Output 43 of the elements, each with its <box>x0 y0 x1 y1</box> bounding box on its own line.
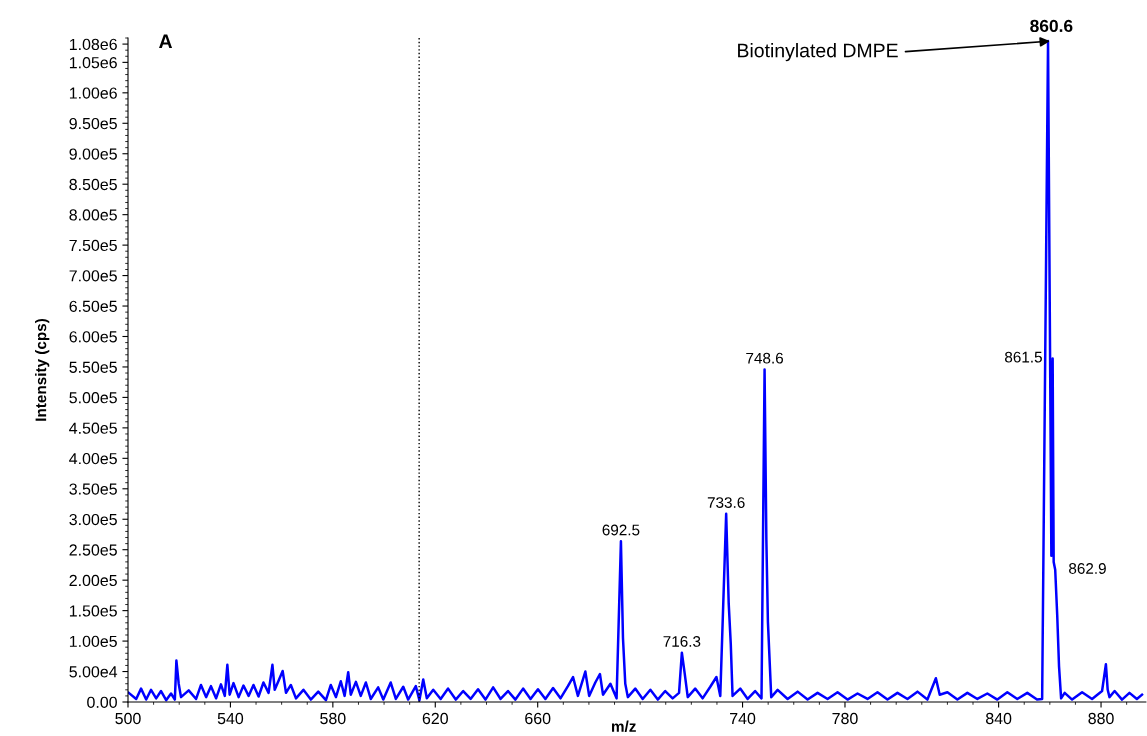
y-tick-label: 5.50e5 <box>69 361 117 373</box>
y-tick-label: 5.00e5 <box>69 392 117 404</box>
y-tick-label: 1.00e5 <box>69 635 117 648</box>
y-tick-label: 8.50e5 <box>69 178 117 191</box>
y-tick-label: 3.00e5 <box>69 513 117 526</box>
y-tick-label: 9.50e5 <box>69 117 117 130</box>
annotation: 716.3 <box>663 636 701 647</box>
y-tick-label: 2.50e5 <box>69 544 117 556</box>
y-tick-label: 7.00e5 <box>69 270 117 282</box>
y-tick-label: 1.50e5 <box>69 605 117 617</box>
annotation: 748.6 <box>746 352 784 364</box>
y-tick-label: 3.50e5 <box>69 483 117 495</box>
annotation: 692.5 <box>602 524 640 536</box>
x-tick-label: 620 <box>422 712 448 725</box>
annotation: 733.6 <box>707 497 745 508</box>
y-tick-label: 4.00e5 <box>69 452 117 465</box>
y-axis-title: Intensity (cps) <box>35 318 50 421</box>
y-tick-label: 5.00e4 <box>69 666 118 678</box>
annotation: 861.5 <box>1004 351 1042 363</box>
x-tick-label: 540 <box>217 712 244 725</box>
y-tick-label: 1.05e6 <box>69 57 117 69</box>
y-tick-label: 1.08e6 <box>69 38 117 51</box>
annotation: 860.6 <box>1030 19 1073 33</box>
x-tick-label: 500 <box>115 712 141 725</box>
y-tick-label: 8.00e5 <box>69 209 117 221</box>
x-tick-label: 660 <box>525 712 551 725</box>
annotation: Biotinylated DMPE <box>738 43 898 62</box>
chart-title: A <box>159 34 173 48</box>
x-tick-label: 580 <box>320 712 346 725</box>
y-tick-label: 6.50e5 <box>69 300 117 312</box>
x-tick-label: 780 <box>832 712 858 725</box>
x-tick-label: 880 <box>1088 712 1114 725</box>
y-tick-label: 9.00e5 <box>69 148 117 160</box>
y-tick-label: 6.00e5 <box>69 331 117 343</box>
y-tick-label: 7.50e5 <box>69 239 117 252</box>
y-tick-label: 1.00e6 <box>69 87 117 99</box>
x-tick-label: 840 <box>985 712 1012 725</box>
y-tick-label: 4.50e5 <box>69 422 117 434</box>
x-axis-title: m/z <box>611 720 636 732</box>
y-tick-label: 2.00e5 <box>69 574 117 587</box>
annotation: 862.9 <box>1069 563 1106 574</box>
y-tick-label: 0.00 <box>87 696 117 708</box>
x-tick-label: 740 <box>730 712 756 725</box>
